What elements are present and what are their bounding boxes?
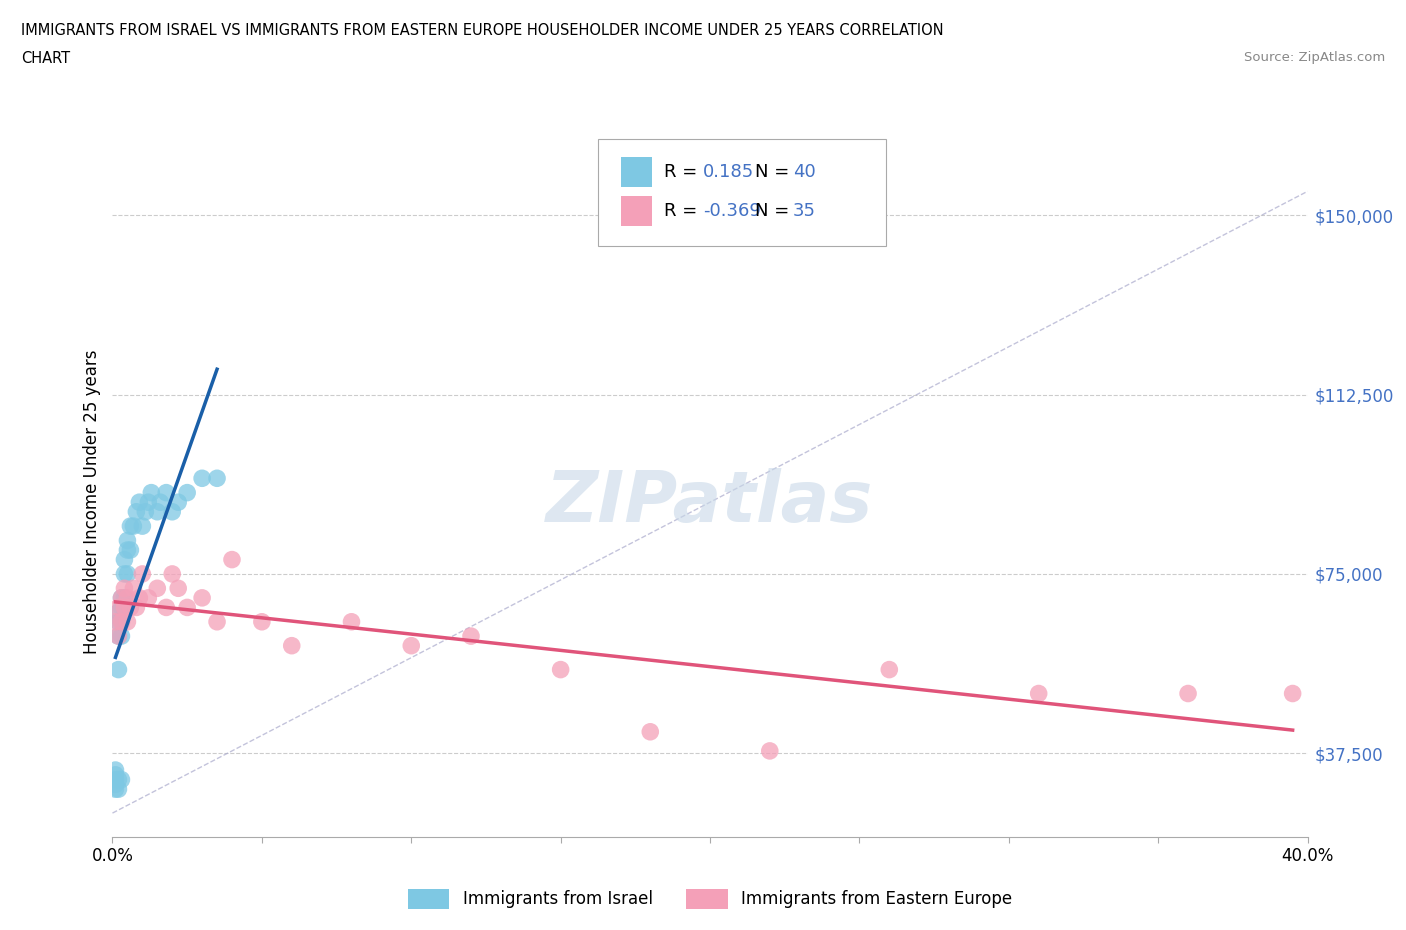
Point bbox=[205, 471, 228, 485]
Point bbox=[131, 566, 153, 581]
Point bbox=[550, 662, 572, 677]
Point bbox=[128, 591, 150, 605]
Point bbox=[117, 566, 139, 581]
Point bbox=[638, 724, 662, 739]
Point bbox=[162, 504, 183, 519]
Point bbox=[104, 763, 127, 777]
Point bbox=[1028, 686, 1050, 701]
Point bbox=[167, 495, 190, 510]
Text: 35: 35 bbox=[793, 202, 815, 220]
Point bbox=[107, 615, 129, 630]
Point bbox=[120, 600, 142, 615]
Point bbox=[205, 615, 228, 630]
Text: 0.185: 0.185 bbox=[703, 163, 754, 181]
Text: CHART: CHART bbox=[21, 51, 70, 66]
Point bbox=[128, 495, 150, 510]
Text: R =: R = bbox=[664, 163, 703, 181]
Point bbox=[460, 629, 482, 644]
Point bbox=[131, 519, 153, 534]
Point bbox=[104, 782, 127, 797]
Text: IMMIGRANTS FROM ISRAEL VS IMMIGRANTS FROM EASTERN EUROPE HOUSEHOLDER INCOME UNDE: IMMIGRANTS FROM ISRAEL VS IMMIGRANTS FRO… bbox=[21, 23, 943, 38]
Point bbox=[340, 615, 363, 630]
Point bbox=[104, 615, 127, 630]
Legend: Immigrants from Israel, Immigrants from Eastern Europe: Immigrants from Israel, Immigrants from … bbox=[401, 882, 1019, 916]
Point bbox=[107, 629, 129, 644]
Text: 40: 40 bbox=[793, 163, 815, 181]
Text: -0.369: -0.369 bbox=[703, 202, 761, 220]
Point bbox=[1281, 686, 1303, 701]
Point bbox=[176, 485, 198, 500]
Point bbox=[114, 591, 135, 605]
Point bbox=[146, 504, 169, 519]
Point bbox=[110, 591, 132, 605]
Point bbox=[1177, 686, 1199, 701]
Point bbox=[149, 495, 172, 510]
Point bbox=[110, 629, 132, 644]
Point bbox=[114, 600, 135, 615]
Point bbox=[138, 591, 160, 605]
Text: N =: N = bbox=[755, 202, 794, 220]
Point bbox=[110, 600, 132, 615]
Point bbox=[401, 638, 423, 653]
Point bbox=[117, 591, 139, 605]
Point bbox=[117, 542, 139, 557]
Point bbox=[125, 600, 148, 615]
Point bbox=[176, 600, 198, 615]
Point bbox=[167, 581, 190, 596]
Point bbox=[107, 772, 129, 787]
Point bbox=[114, 552, 135, 567]
Point bbox=[122, 581, 145, 596]
Point bbox=[107, 629, 129, 644]
Point bbox=[134, 504, 156, 519]
Point bbox=[107, 604, 129, 619]
Point bbox=[110, 615, 132, 630]
Point bbox=[191, 471, 214, 485]
Text: N =: N = bbox=[755, 163, 794, 181]
Point bbox=[155, 600, 177, 615]
Point bbox=[155, 485, 177, 500]
Point bbox=[104, 772, 127, 787]
Point bbox=[104, 777, 127, 791]
Text: R =: R = bbox=[664, 202, 703, 220]
Point bbox=[759, 743, 782, 758]
Point bbox=[120, 542, 142, 557]
Point bbox=[107, 600, 129, 615]
Point bbox=[141, 485, 163, 500]
Point bbox=[221, 552, 243, 567]
Point bbox=[120, 519, 142, 534]
Point bbox=[107, 662, 129, 677]
Text: ZIPatlas: ZIPatlas bbox=[547, 468, 873, 537]
Point bbox=[114, 600, 135, 615]
Point bbox=[191, 591, 214, 605]
Point bbox=[125, 504, 148, 519]
Point bbox=[146, 581, 169, 596]
Point bbox=[110, 772, 132, 787]
Point bbox=[122, 519, 145, 534]
Point bbox=[107, 782, 129, 797]
Point bbox=[114, 566, 135, 581]
Text: Source: ZipAtlas.com: Source: ZipAtlas.com bbox=[1244, 51, 1385, 64]
Point bbox=[117, 533, 139, 548]
Point bbox=[877, 662, 901, 677]
Point bbox=[162, 566, 183, 581]
Y-axis label: Householder Income Under 25 years: Householder Income Under 25 years bbox=[83, 350, 101, 655]
Point bbox=[281, 638, 304, 653]
Point bbox=[250, 615, 273, 630]
Point bbox=[117, 615, 139, 630]
Point bbox=[110, 591, 132, 605]
Point bbox=[110, 615, 132, 630]
Point bbox=[104, 767, 127, 782]
Point bbox=[114, 581, 135, 596]
Point bbox=[138, 495, 160, 510]
